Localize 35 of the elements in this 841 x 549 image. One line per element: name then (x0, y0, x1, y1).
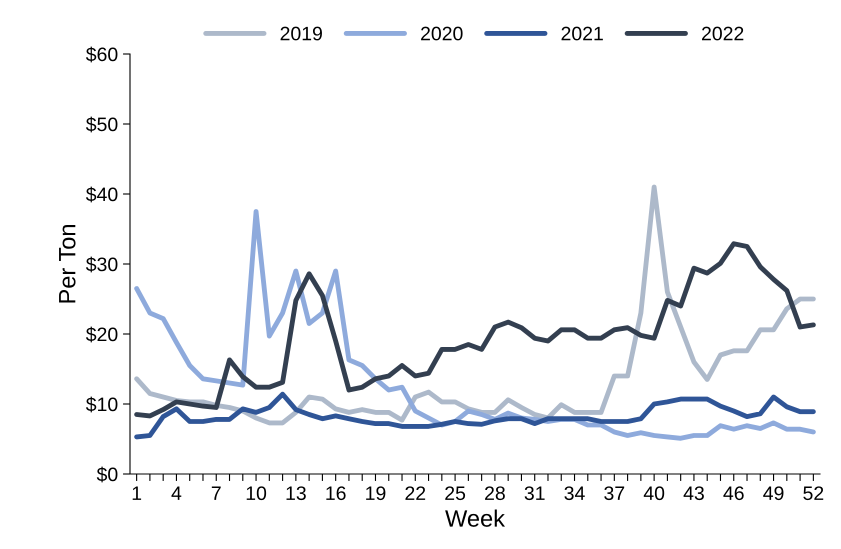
x-tick-label: 16 (326, 486, 346, 500)
x-tick-label: 25 (445, 486, 466, 500)
x-tick-label: 37 (604, 486, 624, 500)
legend-label: 2021 (562, 26, 603, 40)
x-tick-label: 13 (286, 486, 306, 500)
legend-label: 2020 (421, 26, 463, 40)
x-tick-label: 46 (723, 486, 744, 500)
y-tick-label: $60 (86, 46, 118, 62)
y-tick-label: $0 (96, 466, 118, 482)
y-axis-title: Per Ton (59, 225, 76, 303)
x-tick-label: 43 (684, 486, 704, 500)
legend-label: 2022 (702, 26, 744, 40)
y-tick-label: $20 (86, 326, 118, 342)
line-series (134, 241, 816, 418)
legend-label: 2019 (280, 26, 322, 40)
y-tick-label: $10 (86, 396, 118, 412)
x-tick-label: 31 (524, 486, 545, 500)
x-tick-label: 1 (132, 486, 142, 500)
y-tick-label: $30 (86, 256, 118, 272)
x-tick-label: 10 (246, 486, 266, 500)
x-tick-label: 7 (212, 486, 221, 500)
x-tick-label: 22 (405, 486, 426, 500)
x-tick-label: 34 (564, 486, 585, 500)
x-tick-label: 4 (171, 486, 182, 500)
x-tick-label: 19 (366, 486, 386, 500)
y-tick-label: $40 (86, 186, 118, 202)
x-tick-label: 28 (485, 486, 505, 500)
line-series (134, 184, 816, 426)
x-axis-title: Week (445, 509, 506, 527)
line-series (134, 392, 816, 440)
x-tick-label: 52 (803, 486, 824, 500)
x-tick-label: 49 (763, 486, 784, 500)
y-tick-label: $50 (86, 116, 118, 132)
x-tick-label: 40 (644, 486, 664, 500)
line-series (134, 209, 816, 441)
